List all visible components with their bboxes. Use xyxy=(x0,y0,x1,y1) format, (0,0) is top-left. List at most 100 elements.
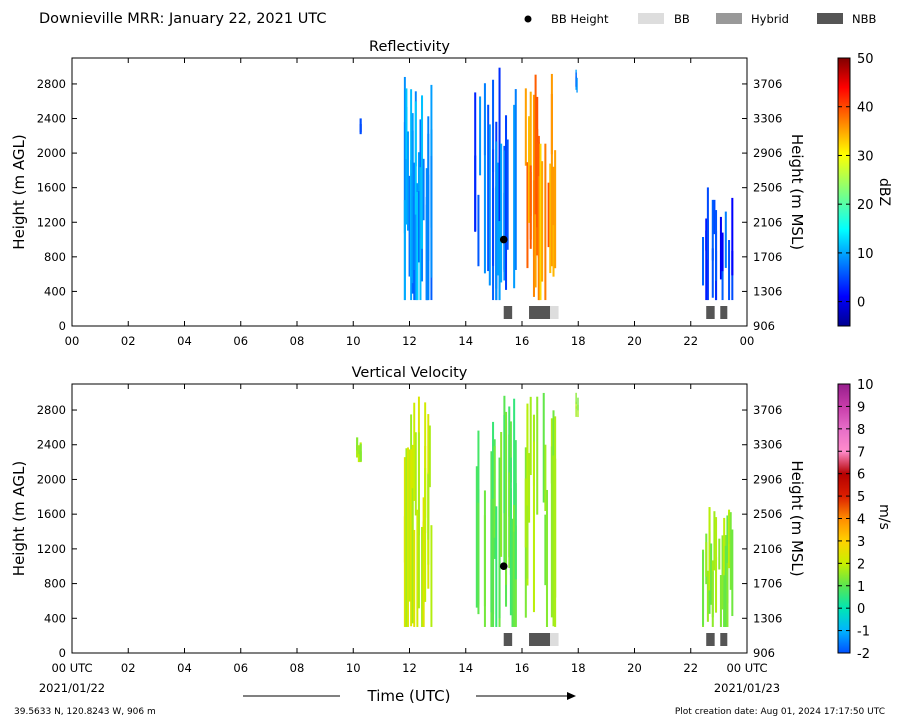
velocity-colorbar-label: m/s xyxy=(876,504,892,530)
colorbar-tick-label: -2 xyxy=(857,647,870,662)
velocity-ytick-label: 400 xyxy=(44,611,66,625)
colorbar-tick-label: 8 xyxy=(857,423,865,438)
reflectivity-ylabel: Height (m AGL) xyxy=(10,134,28,249)
velocity-ytick-label: 1600 xyxy=(37,507,66,521)
velocity-xtick-label: 04 xyxy=(177,661,192,675)
reflectivity-title: Reflectivity xyxy=(369,39,450,55)
reflectivity-ytick-right-label: 2106 xyxy=(753,215,782,229)
velocity-echo-column xyxy=(575,392,579,418)
colorbar-tick-label: 10 xyxy=(857,378,874,393)
reflectivity-bb-bar xyxy=(720,306,728,319)
creation-date-text: Plot creation date: Aug 01, 2024 17:17:5… xyxy=(675,707,885,717)
reflectivity-xtick-label: 08 xyxy=(290,334,305,348)
vertical-velocity-panel: Vertical Velocity 0 906 400 1306 800 1706 1200 2… xyxy=(10,365,806,675)
velocity-bb-bar xyxy=(720,633,728,646)
velocity-ytick-right-label: 2106 xyxy=(753,542,782,556)
legend-hybrid-swatch xyxy=(716,13,742,24)
velocity-xtick-label: 06 xyxy=(233,661,248,675)
colorbar-tick-label: 1 xyxy=(857,580,865,595)
colorbar-tick-label: 5 xyxy=(857,490,865,505)
velocity-ytick-label: 1200 xyxy=(37,542,66,556)
reflectivity-ytick-label: 400 xyxy=(44,284,66,298)
velocity-ylabel-right: Height (m MSL) xyxy=(788,460,806,576)
velocity-echo-column xyxy=(475,395,517,627)
colorbar-tick-label: 30 xyxy=(857,149,874,164)
reflectivity-xtick-label: 20 xyxy=(627,334,642,348)
x-axis-title: Time (UTC) xyxy=(367,687,451,705)
reflectivity-echo-column xyxy=(524,73,557,301)
legend-bb-swatch xyxy=(638,13,664,24)
reflectivity-xtick-label: 18 xyxy=(571,334,586,348)
time-arrow-head xyxy=(567,692,576,700)
velocity-ytick-right-label: 1306 xyxy=(753,611,782,625)
figure-title: Downieville MRR: January 22, 2021 UTC xyxy=(39,11,326,27)
velocity-ylabel: Height (m AGL) xyxy=(10,461,28,576)
reflectivity-echo-column xyxy=(702,187,734,301)
velocity-ytick-right-label: 3306 xyxy=(753,438,782,452)
reflectivity-xtick-label: 00 xyxy=(740,334,755,348)
colorbar-tick-label: 40 xyxy=(857,101,874,116)
colorbar-tick-label: 0 xyxy=(857,296,865,311)
reflectivity-echo-column xyxy=(474,67,517,301)
reflectivity-echo-column xyxy=(359,118,362,135)
reflectivity-ytick-right-label: 1306 xyxy=(753,284,782,298)
velocity-ytick-label: 0 xyxy=(59,646,66,660)
velocity-echo-column xyxy=(524,392,557,627)
reflectivity-xtick-label: 00 xyxy=(65,334,80,348)
colorbar-tick-label: 0 xyxy=(857,602,865,617)
velocity-echo-column xyxy=(403,396,433,627)
velocity-xtick-label: 08 xyxy=(290,661,305,675)
reflectivity-bb-height-dot xyxy=(499,235,508,244)
velocity-ytick-right-label: 2906 xyxy=(753,472,782,486)
velocity-ytick-right-label: 3706 xyxy=(753,403,782,417)
legend: BB Height BB Hybrid NBB xyxy=(524,12,876,26)
reflectivity-echo-column xyxy=(403,76,433,301)
velocity-xtick-label: 16 xyxy=(515,661,530,675)
velocity-ytick-label: 2000 xyxy=(37,472,66,486)
legend-bb-label: BB xyxy=(674,12,690,26)
velocity-ytick-right-label: 1706 xyxy=(753,577,782,591)
reflectivity-ytick-label: 2400 xyxy=(37,112,66,126)
reflectivity-ytick-right-label: 906 xyxy=(753,319,775,333)
velocity-xtick-label: 00 UTC xyxy=(726,661,767,675)
reflectivity-xtick-label: 10 xyxy=(346,334,361,348)
reflectivity-colorbar: 0 10 20 30 40 50 dBZ xyxy=(837,52,892,327)
reflectivity-bb-bar xyxy=(529,306,551,319)
end-date-label: 2021/01/23 xyxy=(714,681,780,695)
velocity-ytick-right-label: 2506 xyxy=(753,507,782,521)
reflectivity-ytick-right-label: 2906 xyxy=(753,146,782,160)
reflectivity-ytick-label: 800 xyxy=(44,250,66,264)
reflectivity-xtick-label: 22 xyxy=(683,334,698,348)
colorbar-tick-label: 2 xyxy=(857,557,865,572)
reflectivity-xtick-label: 02 xyxy=(121,334,136,348)
reflectivity-bb-bar xyxy=(706,306,715,319)
velocity-ytick-label: 800 xyxy=(44,577,66,591)
reflectivity-echo-column xyxy=(575,69,578,93)
velocity-xtick-label: 14 xyxy=(458,661,473,675)
velocity-bb-bar xyxy=(706,633,715,646)
colorbar-tick-label: 7 xyxy=(857,445,865,460)
colorbar-tick-label: 50 xyxy=(857,52,874,67)
velocity-echo-column xyxy=(356,437,362,463)
colorbar-tick-label: 10 xyxy=(857,247,874,262)
velocity-ytick-label: 2400 xyxy=(37,438,66,452)
legend-nbb-label: NBB xyxy=(852,12,876,26)
reflectivity-colorbar-gradient xyxy=(837,57,851,327)
velocity-xtick-label: 20 xyxy=(627,661,642,675)
reflectivity-ytick-label: 0 xyxy=(59,319,66,333)
velocity-bb-bar xyxy=(529,633,551,646)
reflectivity-xtick-label: 06 xyxy=(233,334,248,348)
legend-bb-height-dot xyxy=(524,15,532,23)
reflectivity-bb-bar xyxy=(550,306,559,319)
colorbar-tick-label: 3 xyxy=(857,535,865,550)
velocity-colorbar: -2 -1 0 1 2 3 4 5 6 7 8 9 10 m/s xyxy=(837,378,892,662)
velocity-bb-bar xyxy=(550,633,559,646)
colorbar-tick-label: 4 xyxy=(857,513,865,528)
colorbar-tick-label: 20 xyxy=(857,198,874,213)
velocity-echo-column xyxy=(702,507,734,627)
reflectivity-colorbar-label: dBZ xyxy=(876,178,892,206)
reflectivity-ytick-right-label: 3306 xyxy=(753,112,782,126)
reflectivity-ytick-label: 1600 xyxy=(37,181,66,195)
